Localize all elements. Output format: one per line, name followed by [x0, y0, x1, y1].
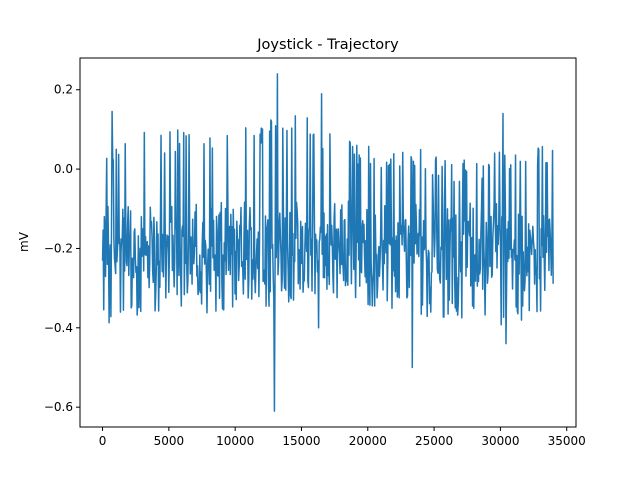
series-line: [101, 73, 554, 412]
x-tick-label: 10000: [216, 434, 254, 448]
chart-title: Joystick - Trajectory: [256, 37, 399, 53]
series-layer: [101, 73, 554, 412]
y-tick-label: −0.6: [44, 400, 73, 414]
x-tick-label: 0: [99, 434, 107, 448]
x-tick-label: 25000: [415, 434, 453, 448]
x-tick-label: 15000: [282, 434, 320, 448]
y-tick-label: 0.0: [54, 162, 73, 176]
axes-frame: [79, 57, 577, 428]
y-tick-label: −0.4: [44, 321, 73, 335]
y-axis-label: mV: [17, 231, 31, 252]
x-tick-label: 35000: [548, 434, 586, 448]
x-tick-label: 5000: [154, 434, 185, 448]
x-axis: 0 5000 10000 15000 20000 25000 30000 35000: [99, 427, 586, 448]
y-tick-label: 0.2: [54, 83, 73, 97]
y-tick-label: −0.2: [44, 241, 73, 255]
y-axis: −0.6 −0.4 −0.2 0.0 0.2: [44, 83, 80, 414]
x-tick-label: 30000: [481, 434, 519, 448]
x-tick-label: 20000: [349, 434, 387, 448]
